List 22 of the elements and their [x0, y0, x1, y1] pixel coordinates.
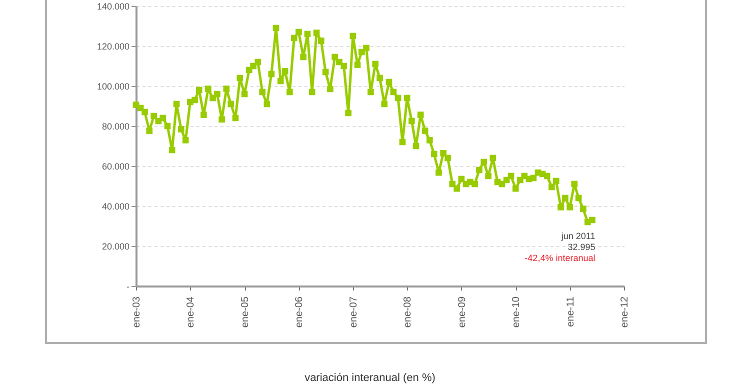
y-tick-label: - [126, 282, 130, 292]
y-tick-label: 140.000 [96, 2, 130, 12]
x-tick-label: ene-10 [511, 296, 522, 328]
x-tick-label: ene-03 [132, 296, 142, 328]
x-tick-label: ene-07 [348, 296, 360, 328]
text: variación interanual (en %) [304, 372, 436, 384]
annotation: jun 2011 [560, 231, 596, 242]
x-tick-label: ene-04 [186, 296, 197, 328]
y-tick-label: 100.000 [96, 82, 130, 92]
y-tick-label: 120.000 [96, 42, 130, 52]
x-tick-label: ene-08 [402, 296, 414, 328]
y-tick-label: 60.000 [102, 162, 130, 172]
x-tick-label: ene-09 [456, 296, 468, 328]
x-tick-label: ene-12 [620, 296, 630, 328]
y-tick-label: 20.000 [102, 242, 130, 252]
y-tick-label: 80.000 [102, 122, 130, 132]
x-tick-label: ene-05 [240, 296, 252, 328]
annotation: 32.995 [568, 242, 596, 252]
y-tick-label: 40.000 [102, 202, 130, 212]
annotation: -42,4% interanual [524, 253, 596, 264]
x-tick-label: ene-06 [294, 296, 306, 328]
x-tick-label: ene-11 [565, 296, 576, 327]
